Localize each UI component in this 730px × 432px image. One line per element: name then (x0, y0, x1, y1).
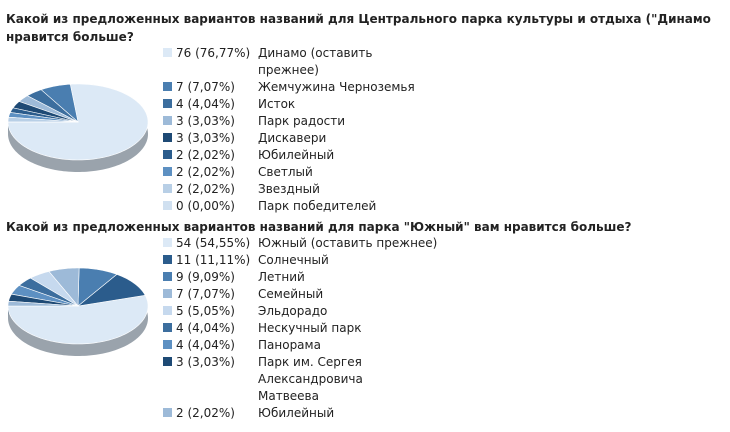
legend-swatch (163, 408, 172, 417)
legend-label: Нескучный парк (258, 321, 362, 335)
pie-slice (18, 277, 79, 307)
legend-swatch (163, 150, 172, 159)
legend-swatch (163, 167, 172, 176)
value-label: 2 (2,02%) (176, 165, 235, 179)
pie-tops (7, 267, 149, 345)
value-label: 7 (7,07%) (176, 287, 235, 301)
legend-row: 7 (7,07%) Жемчужина Черноземья (163, 79, 488, 96)
poll-2: Какой из предложенных вариантов названий… (0, 218, 730, 432)
legend-label: Южный (оставить прежнее) (258, 236, 438, 250)
legend-row: 9 (9,09%) Летний (163, 269, 488, 286)
legend-swatch (163, 323, 172, 332)
legend-swatch (163, 48, 172, 57)
pie-tops (7, 83, 149, 161)
value-label: 4 (4,04%) (176, 97, 235, 111)
pie-slice (76, 274, 146, 307)
legend-swatch (163, 272, 172, 281)
legend-row: 4 (4,04%) Нескучный парк (163, 320, 488, 337)
legend-label: Юбилейный (258, 406, 335, 420)
legend-row: 11 (11,11%) Солнечный (163, 252, 488, 269)
legend-label: Звездный (258, 182, 320, 196)
value-label: 2 (2,02%) (176, 182, 235, 196)
legend-label: Эльдорадо (258, 304, 328, 318)
legend-row: 3 (3,03%) Парк радости (163, 113, 488, 130)
value-label: 11 (11,11%) (176, 253, 251, 267)
legend-row: 4 (4,04%) Панорама (163, 337, 488, 354)
pie-slice (11, 285, 79, 307)
legend-swatch (163, 133, 172, 142)
legend-label: Исток (258, 97, 296, 111)
value-label: 9 (9,09%) (176, 270, 235, 284)
poll-1: Какой из предложенных вариантов названий… (0, 10, 730, 220)
value-label: 7 (7,07%) (176, 80, 235, 94)
value-label: 54 (54,55%) (176, 236, 251, 250)
legend-row: 4 (4,04%) Исток (163, 96, 488, 113)
pie-side (8, 295, 148, 356)
legend-label: Парк победителей (258, 199, 377, 213)
legend-row: 2 (2,02%) Юбилейный (163, 147, 488, 164)
legend-label: Парк радости (258, 114, 346, 128)
pie-slice (26, 89, 79, 123)
legend-swatch (163, 82, 172, 91)
legend-row: 54 (54,55%) Южный (оставить прежнее) (163, 235, 488, 252)
pie-slice (7, 300, 79, 307)
legend-label: Парк им. Сергея Александровича Матвеева (258, 355, 363, 403)
legend-label: Солнечный (258, 253, 329, 267)
value-label: 0 (0,00%) (176, 199, 235, 213)
legend-swatch (163, 99, 172, 108)
legend-swatch (163, 340, 172, 349)
pie-slice (8, 293, 79, 307)
poll-title: Какой из предложенных вариантов названий… (6, 12, 711, 44)
legend-row: 3 (3,03%) Парк им. Сергея Александровича … (163, 354, 488, 405)
legend-swatch (163, 306, 172, 315)
value-label: 4 (4,04%) (176, 321, 235, 335)
legend-row: 2 (2,02%) Звездный (163, 181, 488, 198)
legend-row: 0 (0,00%) Парк победителей (163, 198, 488, 215)
pie-slice (29, 271, 79, 307)
legend-swatch (163, 357, 172, 366)
legend-label: Юбилейный (258, 148, 335, 162)
legend-label: Летний (258, 270, 305, 284)
legend-label: Дискавери (258, 131, 327, 145)
value-label: 3 (3,03%) (176, 131, 235, 145)
pie (7, 267, 149, 356)
pie (7, 83, 149, 172)
legend-label: Панорама (258, 338, 321, 352)
value-label: 2 (2,02%) (176, 406, 235, 420)
value-label: 5 (5,05%) (176, 304, 235, 318)
poll-title: Какой из предложенных вариантов названий… (6, 220, 632, 234)
value-label: 4 (4,04%) (176, 338, 235, 352)
legend-swatch (163, 184, 172, 193)
legend-swatch (163, 238, 172, 247)
legend-label: Светлый (258, 165, 313, 179)
legend-row: 76 (76,77%) Динамо (оставить прежнее) (163, 45, 488, 79)
legend-swatch (163, 116, 172, 125)
pie-slice (77, 267, 118, 307)
value-label: 2 (2,02%) (176, 148, 235, 162)
pie-slice (48, 267, 80, 307)
legend-label: Динамо (оставить прежнее) (258, 46, 373, 77)
legend-label: Семейный (258, 287, 324, 301)
pie-slice (12, 101, 79, 123)
legend-swatch (163, 289, 172, 298)
pie-slice (18, 95, 79, 123)
legend: 76 (76,77%) Динамо (оставить прежнее) 7 (7… (163, 45, 488, 215)
legend-swatch (163, 201, 172, 210)
legend-row: 2 (2,02%) Юбилейный (163, 405, 488, 422)
value-label: 3 (3,03%) (176, 355, 235, 369)
value-label: 3 (3,03%) (176, 114, 235, 128)
legend: 54 (54,55%) Южный (оставить прежнее) 11 (1… (163, 235, 488, 422)
value-label: 76 (76,77%) (176, 46, 251, 60)
legend-row: 7 (7,07%) Семейный (163, 286, 488, 303)
legend-row: 2 (2,02%) Светлый (163, 164, 488, 181)
legend-label: Жемчужина Черноземья (258, 80, 415, 94)
pie-slice (7, 294, 149, 345)
pie-slice (40, 83, 79, 123)
legend-row: 5 (5,05%) Эльдорадо (163, 303, 488, 320)
legend-row: 3 (3,03%) Дискавери (163, 130, 488, 147)
legend-swatch (163, 255, 172, 264)
